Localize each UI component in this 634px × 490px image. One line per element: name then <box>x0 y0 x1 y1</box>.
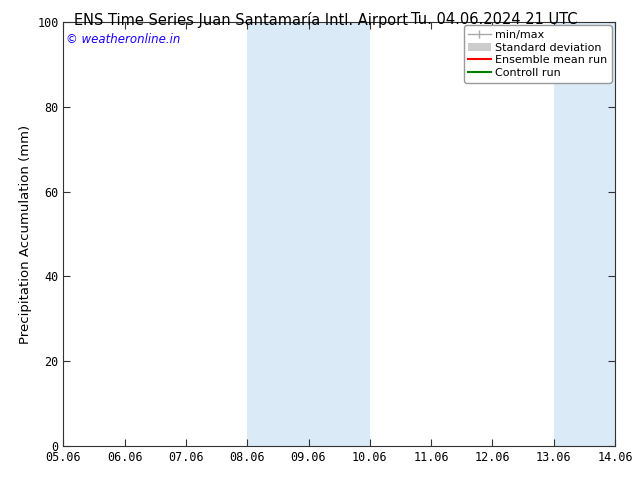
Text: ENS Time Series Juan Santamaría Intl. Airport: ENS Time Series Juan Santamaría Intl. Ai… <box>74 12 408 28</box>
Bar <box>247 22 370 446</box>
Y-axis label: Precipitation Accumulation (mm): Precipitation Accumulation (mm) <box>18 124 32 343</box>
Text: Tu. 04.06.2024 21 UTC: Tu. 04.06.2024 21 UTC <box>411 12 578 27</box>
Bar <box>553 22 615 446</box>
Legend: min/max, Standard deviation, Ensemble mean run, Controll run: min/max, Standard deviation, Ensemble me… <box>464 25 612 83</box>
Text: © weatheronline.in: © weatheronline.in <box>66 33 181 46</box>
